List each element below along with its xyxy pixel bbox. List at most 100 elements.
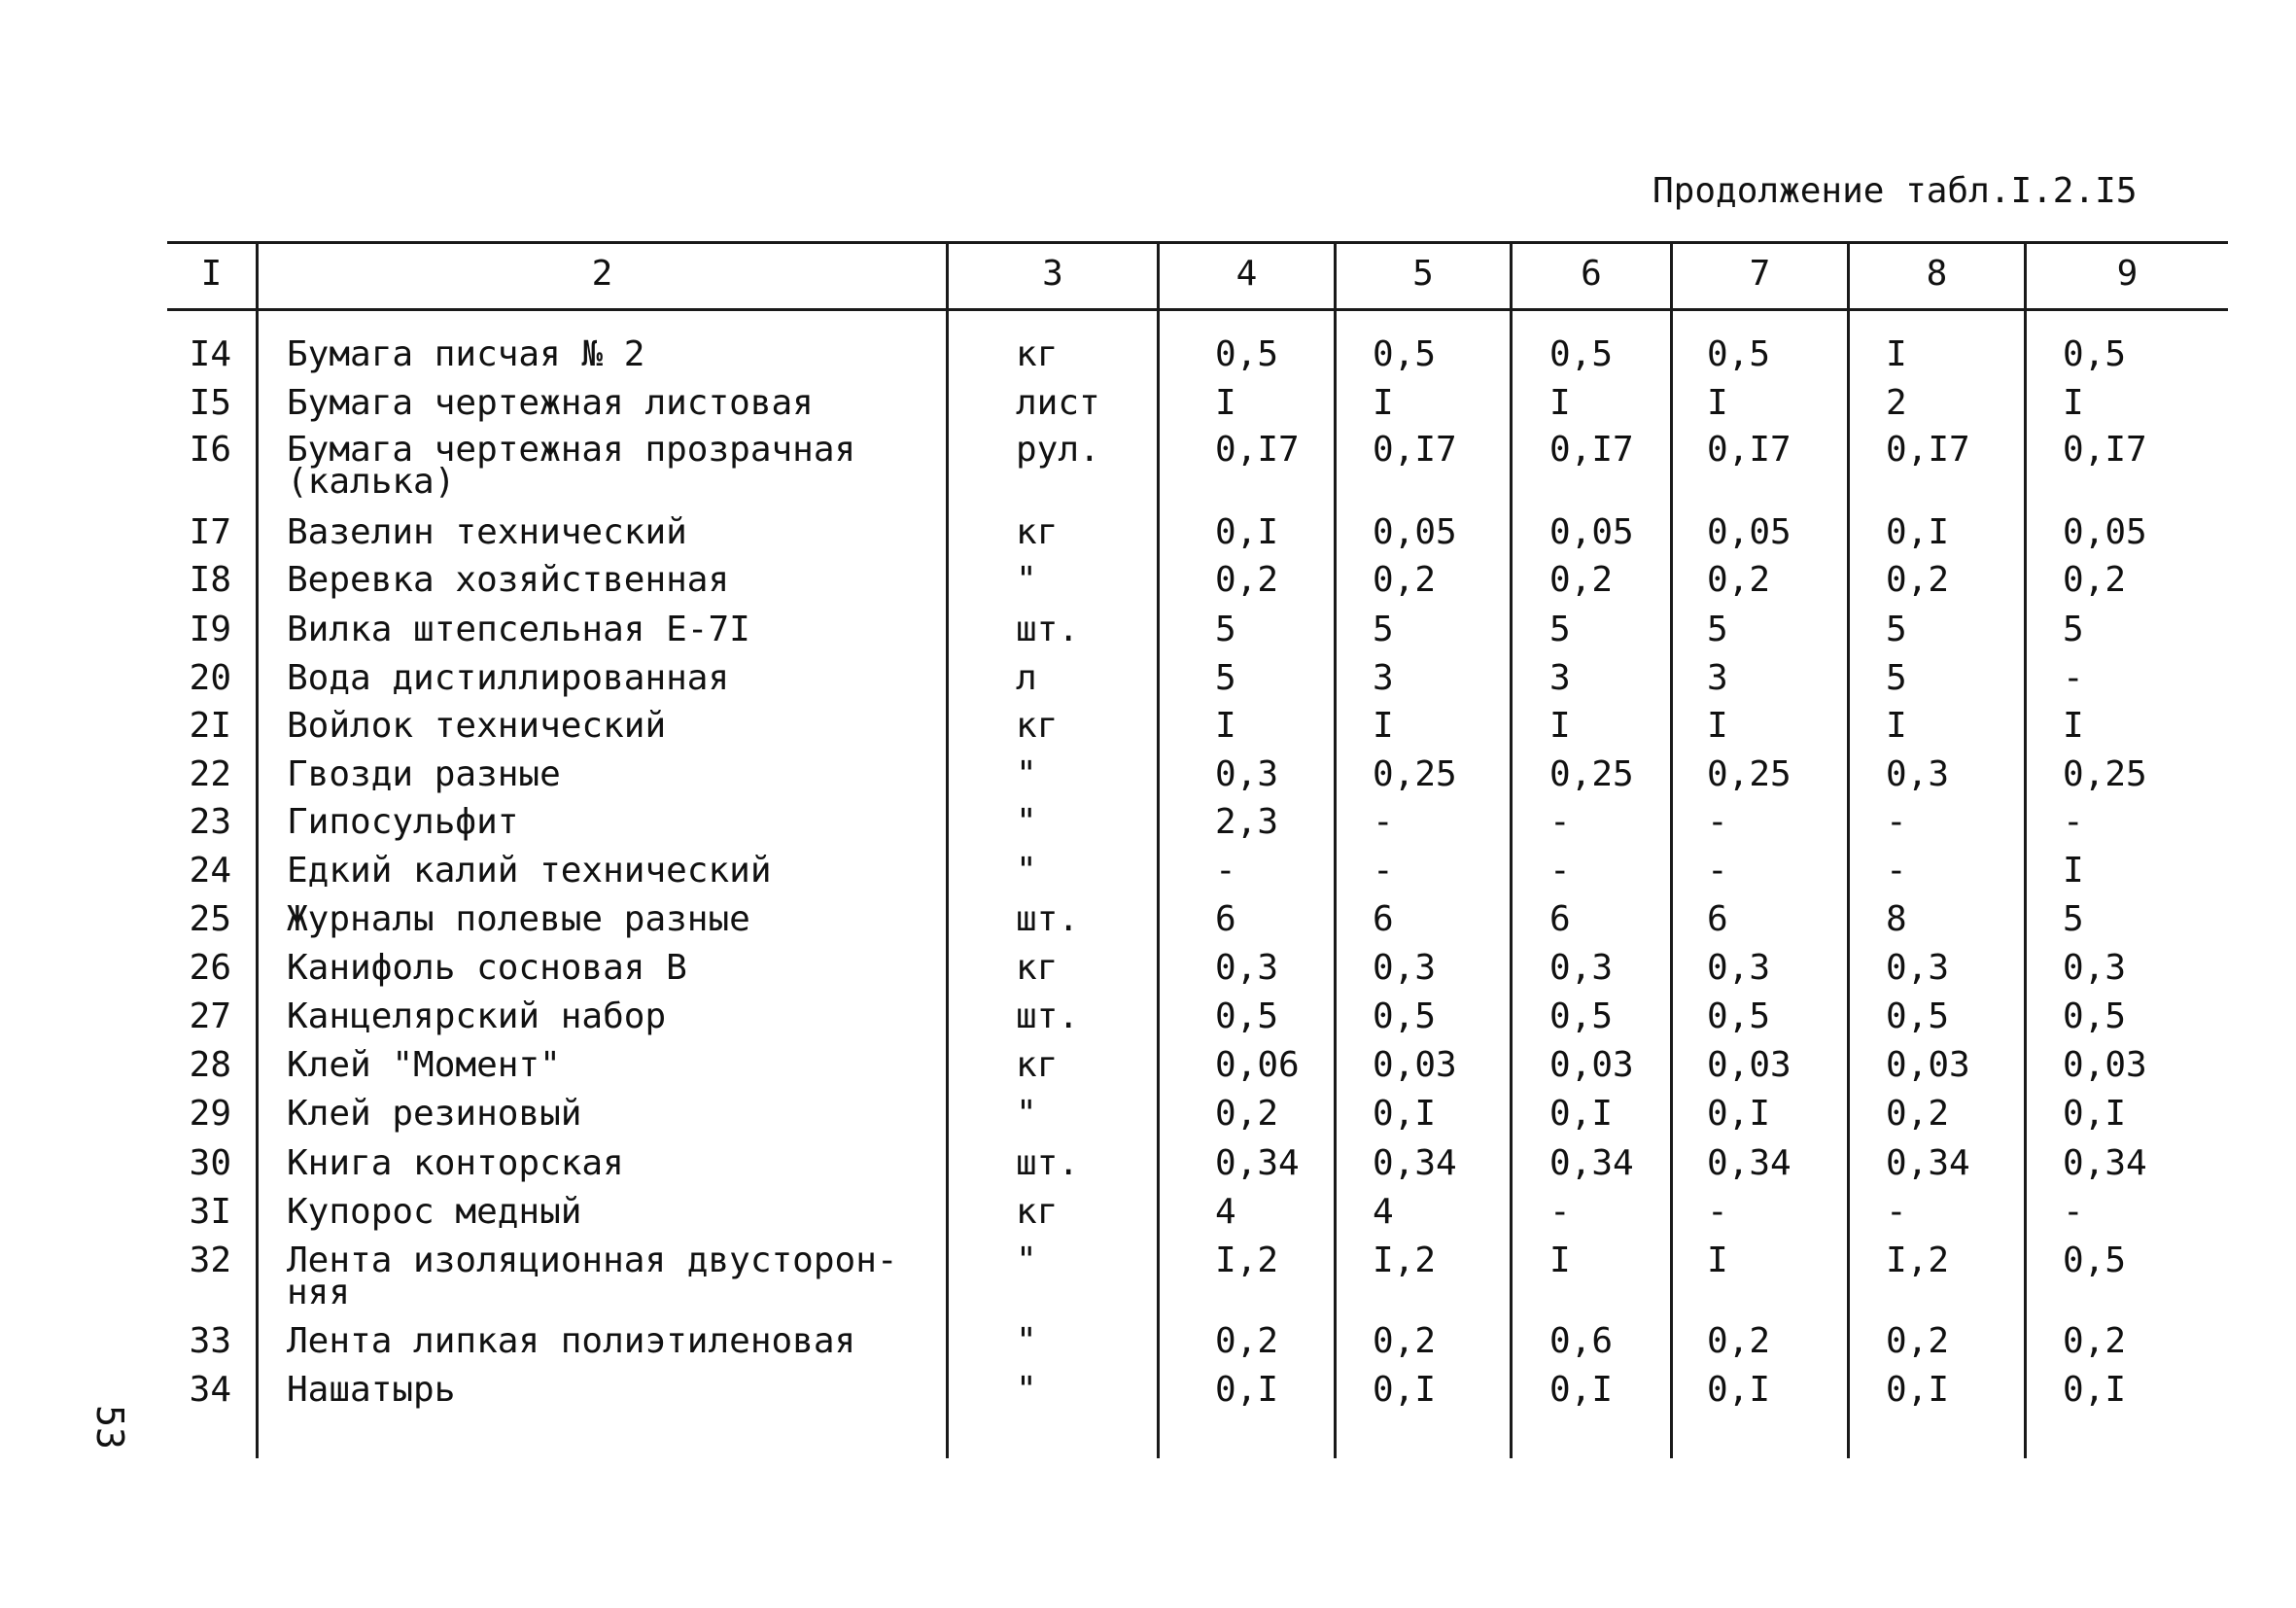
- material-name: няя: [287, 1273, 351, 1312]
- value-col-5: I: [1373, 706, 1394, 746]
- value-col-4: 0,I7: [1215, 430, 1300, 470]
- value-col-5: 0,5: [1373, 996, 1437, 1036]
- material-name: Гипосульфит: [287, 802, 519, 842]
- row-number: I5: [189, 383, 231, 423]
- table-caption: Продолжение табл.I.2.I5: [1652, 171, 2138, 211]
- column-divider: [1670, 241, 1673, 1458]
- row-number: 24: [189, 851, 231, 891]
- value-col-4: 0,34: [1215, 1143, 1300, 1183]
- column-header-5: 5: [1412, 254, 1434, 294]
- value-col-5: 3: [1373, 658, 1394, 698]
- material-name: Канцелярский набор: [287, 996, 667, 1036]
- value-col-4: I,2: [1215, 1241, 1279, 1280]
- value-col-5: 0,2: [1373, 1321, 1437, 1361]
- material-name: Клей "Момент": [287, 1045, 561, 1085]
- row-number: 22: [189, 754, 231, 794]
- value-col-5: 0,I: [1373, 1094, 1437, 1134]
- value-col-7: 0,2: [1707, 1321, 1771, 1361]
- unit: кг: [1016, 512, 1059, 552]
- value-col-6: 0,I: [1549, 1094, 1614, 1134]
- value-col-6: 0,5: [1549, 996, 1614, 1036]
- value-col-6: 0,6: [1549, 1321, 1614, 1361]
- value-col-9: 0,25: [2063, 754, 2147, 794]
- value-col-4: 6: [1215, 899, 1236, 939]
- value-col-6: -: [1549, 1192, 1571, 1232]
- row-number: I6: [189, 430, 231, 470]
- column-header-1: I: [200, 254, 223, 294]
- value-col-7: 0,3: [1707, 948, 1771, 988]
- value-col-6: 0,I: [1549, 1370, 1614, 1410]
- row-number: I7: [189, 512, 231, 552]
- value-col-9: 0,I7: [2063, 430, 2147, 470]
- material-name: Нашатырь: [287, 1370, 456, 1410]
- value-col-4: 0,2: [1215, 560, 1279, 600]
- value-col-4: 0,5: [1215, 996, 1279, 1036]
- value-col-6: 0,03: [1549, 1045, 1634, 1085]
- value-col-8: 0,2: [1886, 560, 1950, 600]
- column-header-9: 9: [2116, 254, 2139, 294]
- row-number: I8: [189, 560, 231, 600]
- value-col-7: -: [1707, 1192, 1728, 1232]
- value-col-6: -: [1549, 802, 1571, 842]
- value-col-4: 0,3: [1215, 948, 1279, 988]
- value-col-7: I: [1707, 706, 1728, 746]
- value-col-8: 0,5: [1886, 996, 1950, 1036]
- value-col-9: 5: [2063, 610, 2084, 649]
- material-name: Книга конторская: [287, 1143, 624, 1183]
- unit: ": [1016, 1370, 1037, 1410]
- material-name: Лента изоляционная двусторон-: [287, 1241, 898, 1280]
- value-col-9: 0,5: [2063, 1241, 2127, 1280]
- unit: л: [1016, 658, 1037, 698]
- row-number: 29: [189, 1094, 231, 1134]
- value-col-4: 0,I: [1215, 512, 1279, 552]
- value-col-7: 0,25: [1707, 754, 1792, 794]
- value-col-8: 0,I: [1886, 512, 1950, 552]
- value-col-6: 0,25: [1549, 754, 1634, 794]
- value-col-8: 5: [1886, 658, 1907, 698]
- unit: ": [1016, 851, 1037, 891]
- material-name: Купорос медный: [287, 1192, 582, 1232]
- row-number: 23: [189, 802, 231, 842]
- material-name: Клей резиновый: [287, 1094, 582, 1134]
- value-col-8: I: [1886, 334, 1907, 374]
- unit: ": [1016, 754, 1037, 794]
- value-col-8: 0,I7: [1886, 430, 1970, 470]
- material-name: Вилка штепсельная Е-7I: [287, 610, 750, 649]
- value-col-7: 0,I7: [1707, 430, 1792, 470]
- value-col-9: I: [2063, 383, 2084, 423]
- value-col-5: 0,2: [1373, 560, 1437, 600]
- material-name: Бумага писчая № 2: [287, 334, 645, 374]
- table-header-rule: [167, 308, 2228, 311]
- value-col-4: I: [1215, 383, 1236, 423]
- column-divider: [1510, 241, 1513, 1458]
- unit: кг: [1016, 948, 1059, 988]
- column-header-2: 2: [591, 254, 613, 294]
- material-name: Вода дистиллированная: [287, 658, 730, 698]
- material-name: Веревка хозяйственная: [287, 560, 730, 600]
- material-name: Бумага чертежная прозрачная: [287, 430, 856, 470]
- value-col-8: 0,34: [1886, 1143, 1970, 1183]
- value-col-7: 0,I: [1707, 1094, 1771, 1134]
- value-col-8: -: [1886, 851, 1907, 891]
- row-number: 25: [189, 899, 231, 939]
- row-number: I9: [189, 610, 231, 649]
- unit: ": [1016, 1241, 1037, 1280]
- row-number: 34: [189, 1370, 231, 1410]
- value-col-8: 5: [1886, 610, 1907, 649]
- column-divider: [1157, 241, 1160, 1458]
- value-col-8: 0,2: [1886, 1321, 1950, 1361]
- unit: кг: [1016, 706, 1059, 746]
- value-col-4: 5: [1215, 610, 1236, 649]
- page-number: 53: [88, 1405, 131, 1450]
- value-col-5: 0,I: [1373, 1370, 1437, 1410]
- value-col-4: 5: [1215, 658, 1236, 698]
- column-divider: [1847, 241, 1850, 1458]
- value-col-5: 0,I7: [1373, 430, 1457, 470]
- unit: ": [1016, 1321, 1037, 1361]
- unit: ": [1016, 802, 1037, 842]
- value-col-8: 2: [1886, 383, 1907, 423]
- unit: рул.: [1016, 430, 1100, 470]
- value-col-6: 0,5: [1549, 334, 1614, 374]
- material-name: Журналы полевые разные: [287, 899, 750, 939]
- value-col-7: 0,5: [1707, 334, 1771, 374]
